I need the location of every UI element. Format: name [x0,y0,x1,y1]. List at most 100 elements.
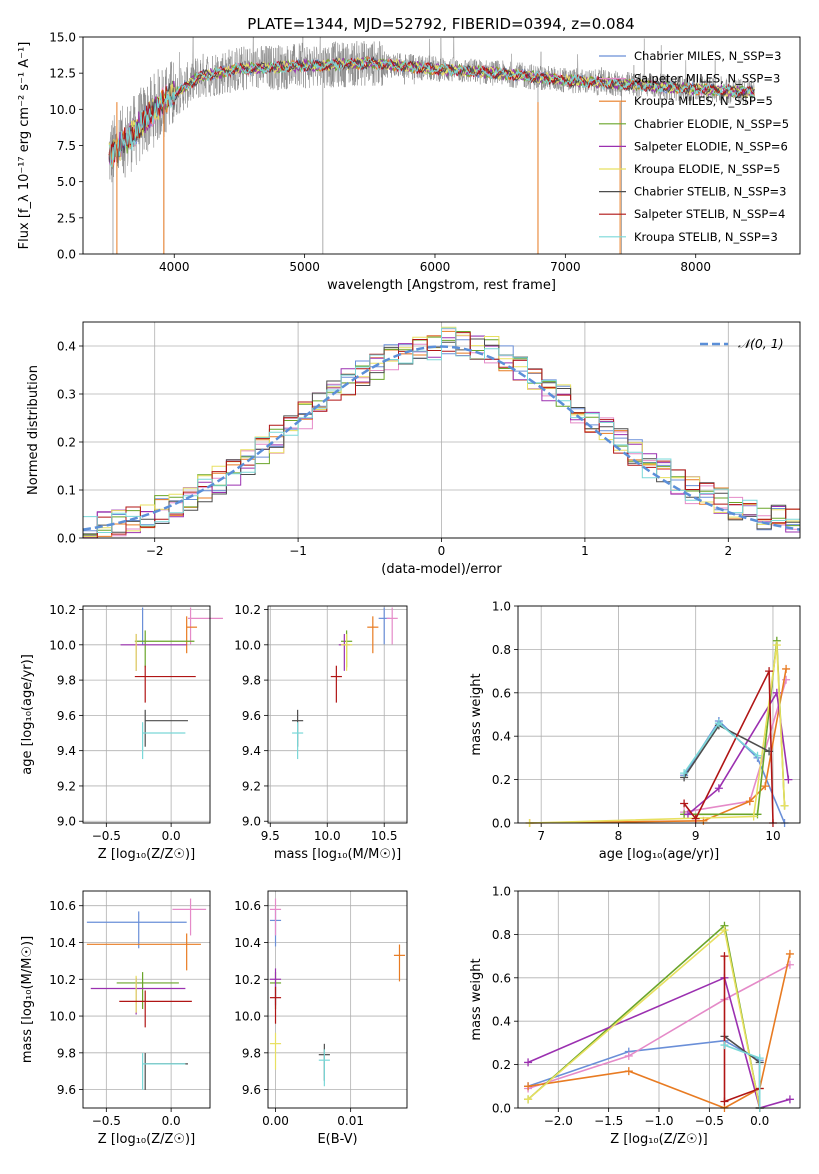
y-tick-label: 9.6 [57,709,76,723]
model-spectrum [108,56,755,163]
plot-area [82,326,801,539]
y-tick-label: 0.2 [57,436,76,450]
y-tick-label: 7.5 [57,139,76,153]
y-tick-label: 9.8 [57,674,76,688]
y-tick-label: 10.2 [49,603,76,617]
weight-marker [761,782,770,791]
weight-marker [745,797,754,806]
x-tick-label: 10.5 [371,829,398,843]
axes-frame [517,605,801,824]
y-tick-label: 0.0 [492,1102,511,1116]
axes-frame [82,36,801,255]
y-tick-label: 15.0 [49,31,76,45]
y-tick-label: 10.0 [49,103,76,117]
y-tick-label: 10.4 [234,936,261,950]
y-tick-label: 0.1 [57,484,76,498]
panel-weight_vs_age: 7 8 9 10 0.0 0.2 0.4 0.6 0.8 1.0 age [log₁₀(age/yr… [469,600,801,862]
weight-marker [680,769,689,778]
x-tick-label: 10 [765,829,780,843]
x-tick-label: −0.5 [92,1114,121,1128]
y-tick-label: 0.2 [492,773,511,787]
y-axis-label: mass [log₁₀(M/M☉)] [20,936,35,1063]
x-tick-label: 9.5 [261,829,280,843]
y-tick-label: 0.3 [57,388,76,402]
weight-line [527,964,791,1090]
x-tick-label: −0.5 [695,1114,724,1128]
x-axis-label: (data-model)/error [381,562,502,577]
y-tick-label: 1.0 [492,600,511,614]
y-tick-label: 10.6 [49,899,76,913]
weight-marker [720,1041,729,1050]
weight-marker [753,751,762,760]
y-tick-label: 10.0 [234,638,261,652]
model-spectrum [108,57,755,168]
y-tick-label: 10.2 [234,603,261,617]
y-tick-label: 9.8 [242,674,261,688]
x-axis-label: Z [log₁₀(Z/Z☉)] [98,1132,195,1147]
x-tick-label: −0.5 [92,829,121,843]
weight-marker [782,664,791,673]
y-tick-label: 9.4 [57,744,76,758]
y-tick-label: 9.6 [242,709,261,723]
y-axis-label: age [log₁₀(age/yr)] [20,654,35,775]
x-axis-label: wavelength [Angstrom, rest frame] [327,278,556,293]
axes-frame [82,321,801,539]
legend-label: 𝒩(0, 1) [738,336,784,351]
plot-area [525,636,793,827]
weight-line [529,644,786,824]
y-axis-label: mass weight [469,958,484,1040]
x-tick-label: 6000 [420,260,451,274]
x-axis-label: age [log₁₀(age/yr)] [599,847,720,862]
y-tick-label: 9.8 [57,1046,76,1060]
weight-marker [755,1054,764,1063]
y-tick-label: 9.2 [242,779,261,793]
legend-label: Kroupa MILES, N_SSP=5 [634,94,773,108]
legend-label: Kroupa STELIB, N_SSP=3 [634,230,778,244]
weight-marker [785,949,794,958]
y-tick-label: 0.4 [57,340,76,354]
plot-area [292,607,398,760]
x-tick-label: 0.0 [162,829,181,843]
y-tick-label: 1.0 [492,885,511,899]
y-tick-label: 0.0 [57,532,76,546]
panel-weight_vs_Z: −2.0 −1.5 −1.0 −0.5 0.0 0.0 0.2 0.4 0.6 0.8 1.0 Z [… [469,885,801,1147]
x-tick-label: 8000 [680,260,711,274]
legend-label: Salpeter ELODIE, N_SSP=6 [634,139,788,153]
panel-mass_vs_ebv: 0.00 0.01 9.6 9.8 10.0 10.2 10.4 10.6 E(B-V) [234,890,408,1147]
weight-marker [772,641,781,650]
x-axis-label: E(B-V) [317,1132,357,1147]
weight-marker [624,1067,633,1076]
legend-label: Chabrier MILES, N_SSP=3 [634,49,781,63]
y-tick-label: 9.4 [242,744,261,758]
legend-label: Salpeter STELIB, N_SSP=4 [634,207,785,221]
y-tick-label: 0.6 [492,686,511,700]
x-tick-label: 0.00 [262,1114,289,1128]
weight-marker [720,1097,729,1106]
weight-marker [714,719,723,728]
x-tick-label: −2.0 [544,1114,573,1128]
y-tick-label: 10.6 [234,899,261,913]
plot-area [269,898,406,1087]
panel-residuals: −2 −1 0 1 2 0.0 0.1 0.2 0.3 0.4 (data-model)/error… [26,321,801,577]
weight-line [527,976,791,1109]
panel-age_vs_Z: −0.5 0.0 9.0 9.2 9.4 9.6 9.8 10.0 10.2 Z [log₁₀(Z… [20,603,223,862]
axes-frame [267,605,408,824]
y-axis-label: Normed distribution [26,365,41,495]
axes-frame [267,890,408,1109]
weight-marker [749,812,758,821]
weight-marker [720,952,729,961]
weight-marker [714,784,723,793]
weight-line [529,668,787,824]
x-axis-label: mass [log₁₀(M/M☉)] [274,847,401,862]
weight-marker [691,814,700,823]
x-tick-label: 0 [438,544,446,558]
weight-marker [680,799,689,808]
weight-marker [720,926,729,935]
y-tick-label: 0.4 [492,730,511,744]
x-tick-label: 2 [724,544,732,558]
x-tick-label: 0.0 [162,1114,181,1128]
legend-label: Chabrier ELODIE, N_SSP=5 [634,117,789,131]
y-tick-label: 10.2 [49,973,76,987]
axes-frame [82,605,211,824]
